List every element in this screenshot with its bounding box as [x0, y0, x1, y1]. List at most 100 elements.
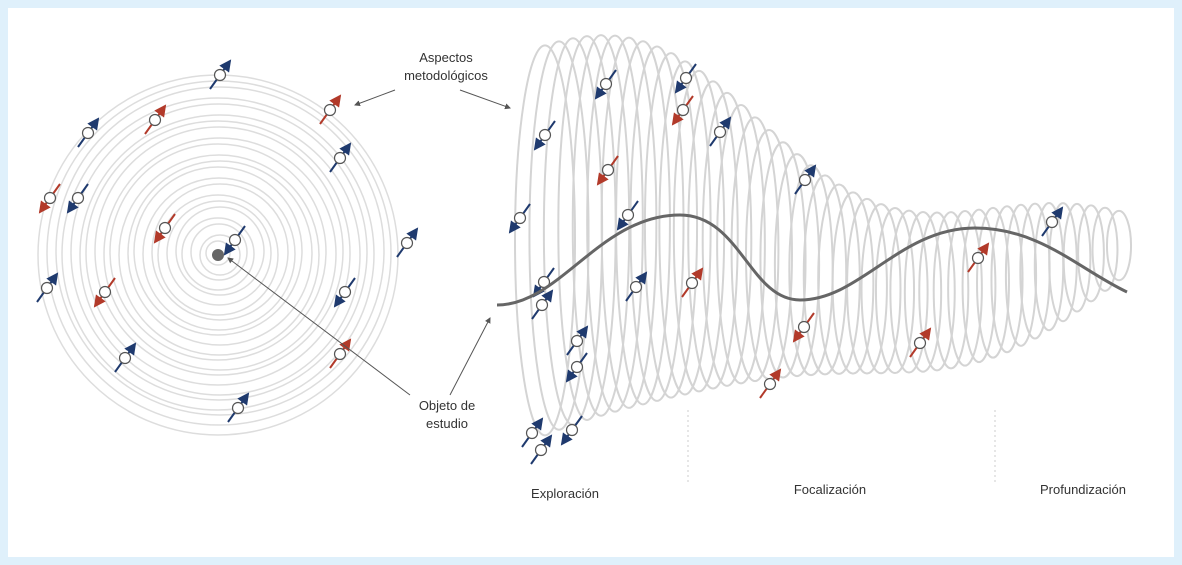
node	[599, 77, 613, 91]
helix-loop	[1105, 209, 1133, 282]
helix-loop	[528, 40, 590, 431]
node	[971, 251, 985, 265]
node	[118, 351, 132, 365]
helix-loop	[947, 210, 983, 367]
helix-loop	[976, 206, 1010, 359]
helix-loop	[903, 211, 943, 373]
node	[228, 233, 242, 247]
node	[333, 151, 347, 165]
object-dot	[212, 249, 224, 261]
helix-loop	[831, 191, 875, 375]
node	[333, 347, 347, 361]
phase-label: Exploración	[531, 486, 599, 501]
node	[400, 236, 414, 250]
annotation-line: Aspectos	[419, 50, 473, 65]
node	[565, 423, 579, 437]
node	[713, 125, 727, 139]
node	[158, 221, 172, 235]
helix-loop	[860, 203, 902, 375]
helix-loop	[961, 208, 997, 364]
helix-loop	[918, 211, 956, 372]
spiral-ring	[190, 223, 248, 281]
node	[621, 208, 635, 222]
annotation: Aspectos metodológicos	[404, 50, 488, 83]
helix-loop	[874, 206, 916, 375]
node	[538, 128, 552, 142]
helix-loop	[889, 209, 929, 374]
node	[679, 71, 693, 85]
helix-loop	[586, 34, 644, 413]
node	[98, 285, 112, 299]
spiral-ring	[61, 97, 375, 411]
pointer	[459, 89, 511, 110]
spiral-ring	[199, 234, 241, 276]
spiral-ring	[94, 126, 344, 376]
helix-loop	[672, 69, 726, 393]
node	[535, 298, 549, 312]
spiral-ring	[166, 200, 272, 306]
helix-loop	[615, 40, 671, 406]
node	[570, 334, 584, 348]
spiral-ring	[79, 114, 361, 396]
node	[797, 320, 811, 334]
central-curve	[496, 213, 1128, 307]
spiral-ring	[175, 206, 265, 296]
helix-loop	[759, 141, 807, 379]
spiral-ring	[103, 137, 337, 371]
spiral-ring	[142, 177, 296, 331]
helix-loop	[571, 34, 631, 417]
node	[570, 360, 584, 374]
spiral-ring	[151, 183, 289, 321]
helix-loop	[932, 211, 970, 370]
node	[323, 103, 337, 117]
spiral-ring	[118, 154, 320, 356]
annotation-line: Objeto de	[419, 398, 475, 413]
helix-loop	[643, 52, 699, 399]
pointer	[227, 257, 411, 396]
helix-loop	[1062, 202, 1092, 313]
node	[676, 103, 690, 117]
pointer	[449, 317, 491, 396]
node	[148, 113, 162, 127]
helix-loop	[716, 103, 766, 385]
pointer	[354, 89, 396, 107]
spiral-ring	[157, 194, 279, 316]
node	[81, 126, 95, 140]
helix-loop	[701, 91, 753, 387]
node	[338, 285, 352, 299]
node	[685, 276, 699, 290]
node	[231, 401, 245, 415]
node	[601, 163, 615, 177]
spiral-ring	[127, 160, 313, 346]
spiral-ring	[55, 86, 385, 416]
spiral-ring	[109, 143, 327, 361]
helix-loop	[730, 116, 780, 383]
node	[913, 336, 927, 350]
annotation-line: metodológicos	[404, 68, 488, 83]
node	[513, 211, 527, 225]
helix-loop	[1004, 203, 1038, 347]
node	[71, 191, 85, 205]
phase-label: Focalización	[794, 482, 866, 497]
annotation: Objeto de estudio	[419, 398, 475, 431]
helix-loop	[990, 205, 1024, 354]
node	[763, 377, 777, 391]
helix-loop	[1077, 204, 1105, 303]
helix-loop	[600, 36, 658, 409]
node	[525, 426, 539, 440]
phase-label: Profundización	[1040, 482, 1126, 497]
spiral-ring	[133, 166, 303, 336]
helix-loop	[629, 45, 685, 402]
helix-loop	[658, 60, 712, 396]
node	[43, 191, 57, 205]
helix-loop	[687, 80, 739, 390]
annotation-line: estudio	[426, 416, 468, 431]
node	[629, 280, 643, 294]
spiral-ring	[181, 217, 255, 291]
node	[534, 443, 548, 457]
node	[213, 68, 227, 82]
spiral-ring	[70, 103, 368, 401]
node	[798, 173, 812, 187]
node	[1045, 215, 1059, 229]
